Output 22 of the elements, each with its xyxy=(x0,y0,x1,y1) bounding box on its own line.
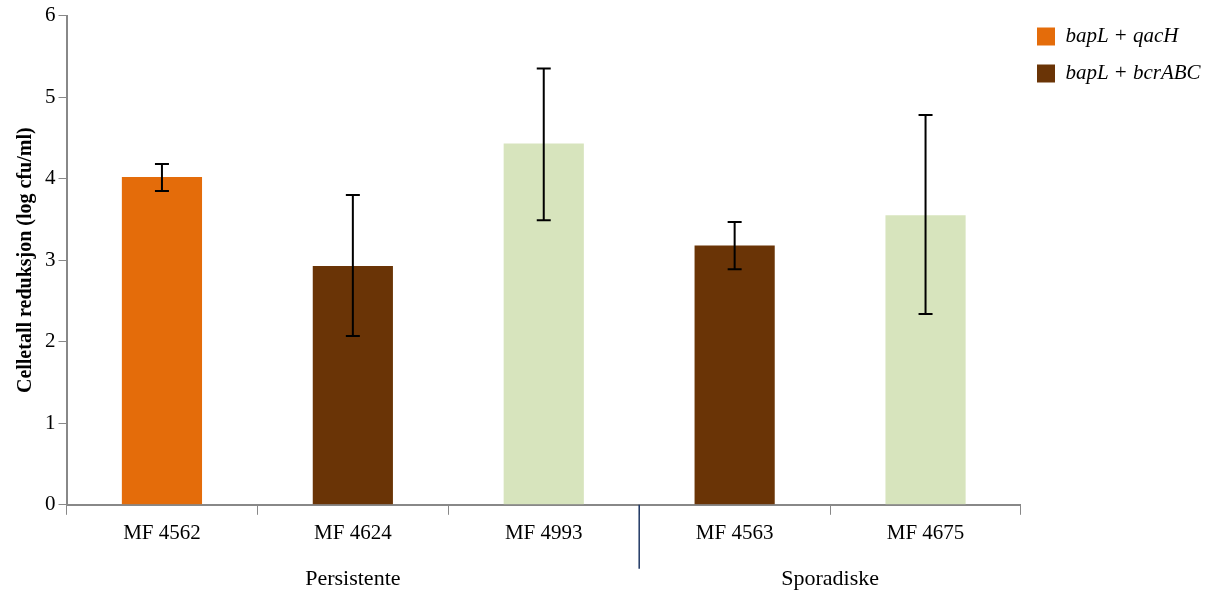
x-tick-label: MF 4993 xyxy=(504,519,583,544)
legend-label: bapL + qacH xyxy=(1065,23,1181,48)
bar xyxy=(503,143,584,505)
legend-label: bapL + bcrABC xyxy=(1065,60,1202,85)
bar xyxy=(312,265,393,505)
x-tick-label: MF 4675 xyxy=(886,519,965,544)
y-tick-label: 3 xyxy=(45,246,56,271)
y-tick-label: 5 xyxy=(45,83,56,108)
bar xyxy=(694,245,775,505)
x-tick-label: MF 4562 xyxy=(123,519,201,544)
y-tick-label: 2 xyxy=(45,328,56,353)
y-tick-label: 0 xyxy=(45,491,56,516)
text: Persistente xyxy=(305,564,401,590)
x-tick-label: MF 4563 xyxy=(695,519,774,544)
bar xyxy=(885,215,966,505)
y-tick-label: 4 xyxy=(45,165,56,190)
y-tick-label: 1 xyxy=(45,409,56,434)
y-axis-title: Celletall reduksjon (log cfu/ml) xyxy=(13,127,37,394)
y-tick-label: 6 xyxy=(45,2,56,27)
text: Sporadiske xyxy=(781,564,879,590)
bar xyxy=(121,177,203,505)
x-tick-label: MF 4624 xyxy=(314,519,393,544)
